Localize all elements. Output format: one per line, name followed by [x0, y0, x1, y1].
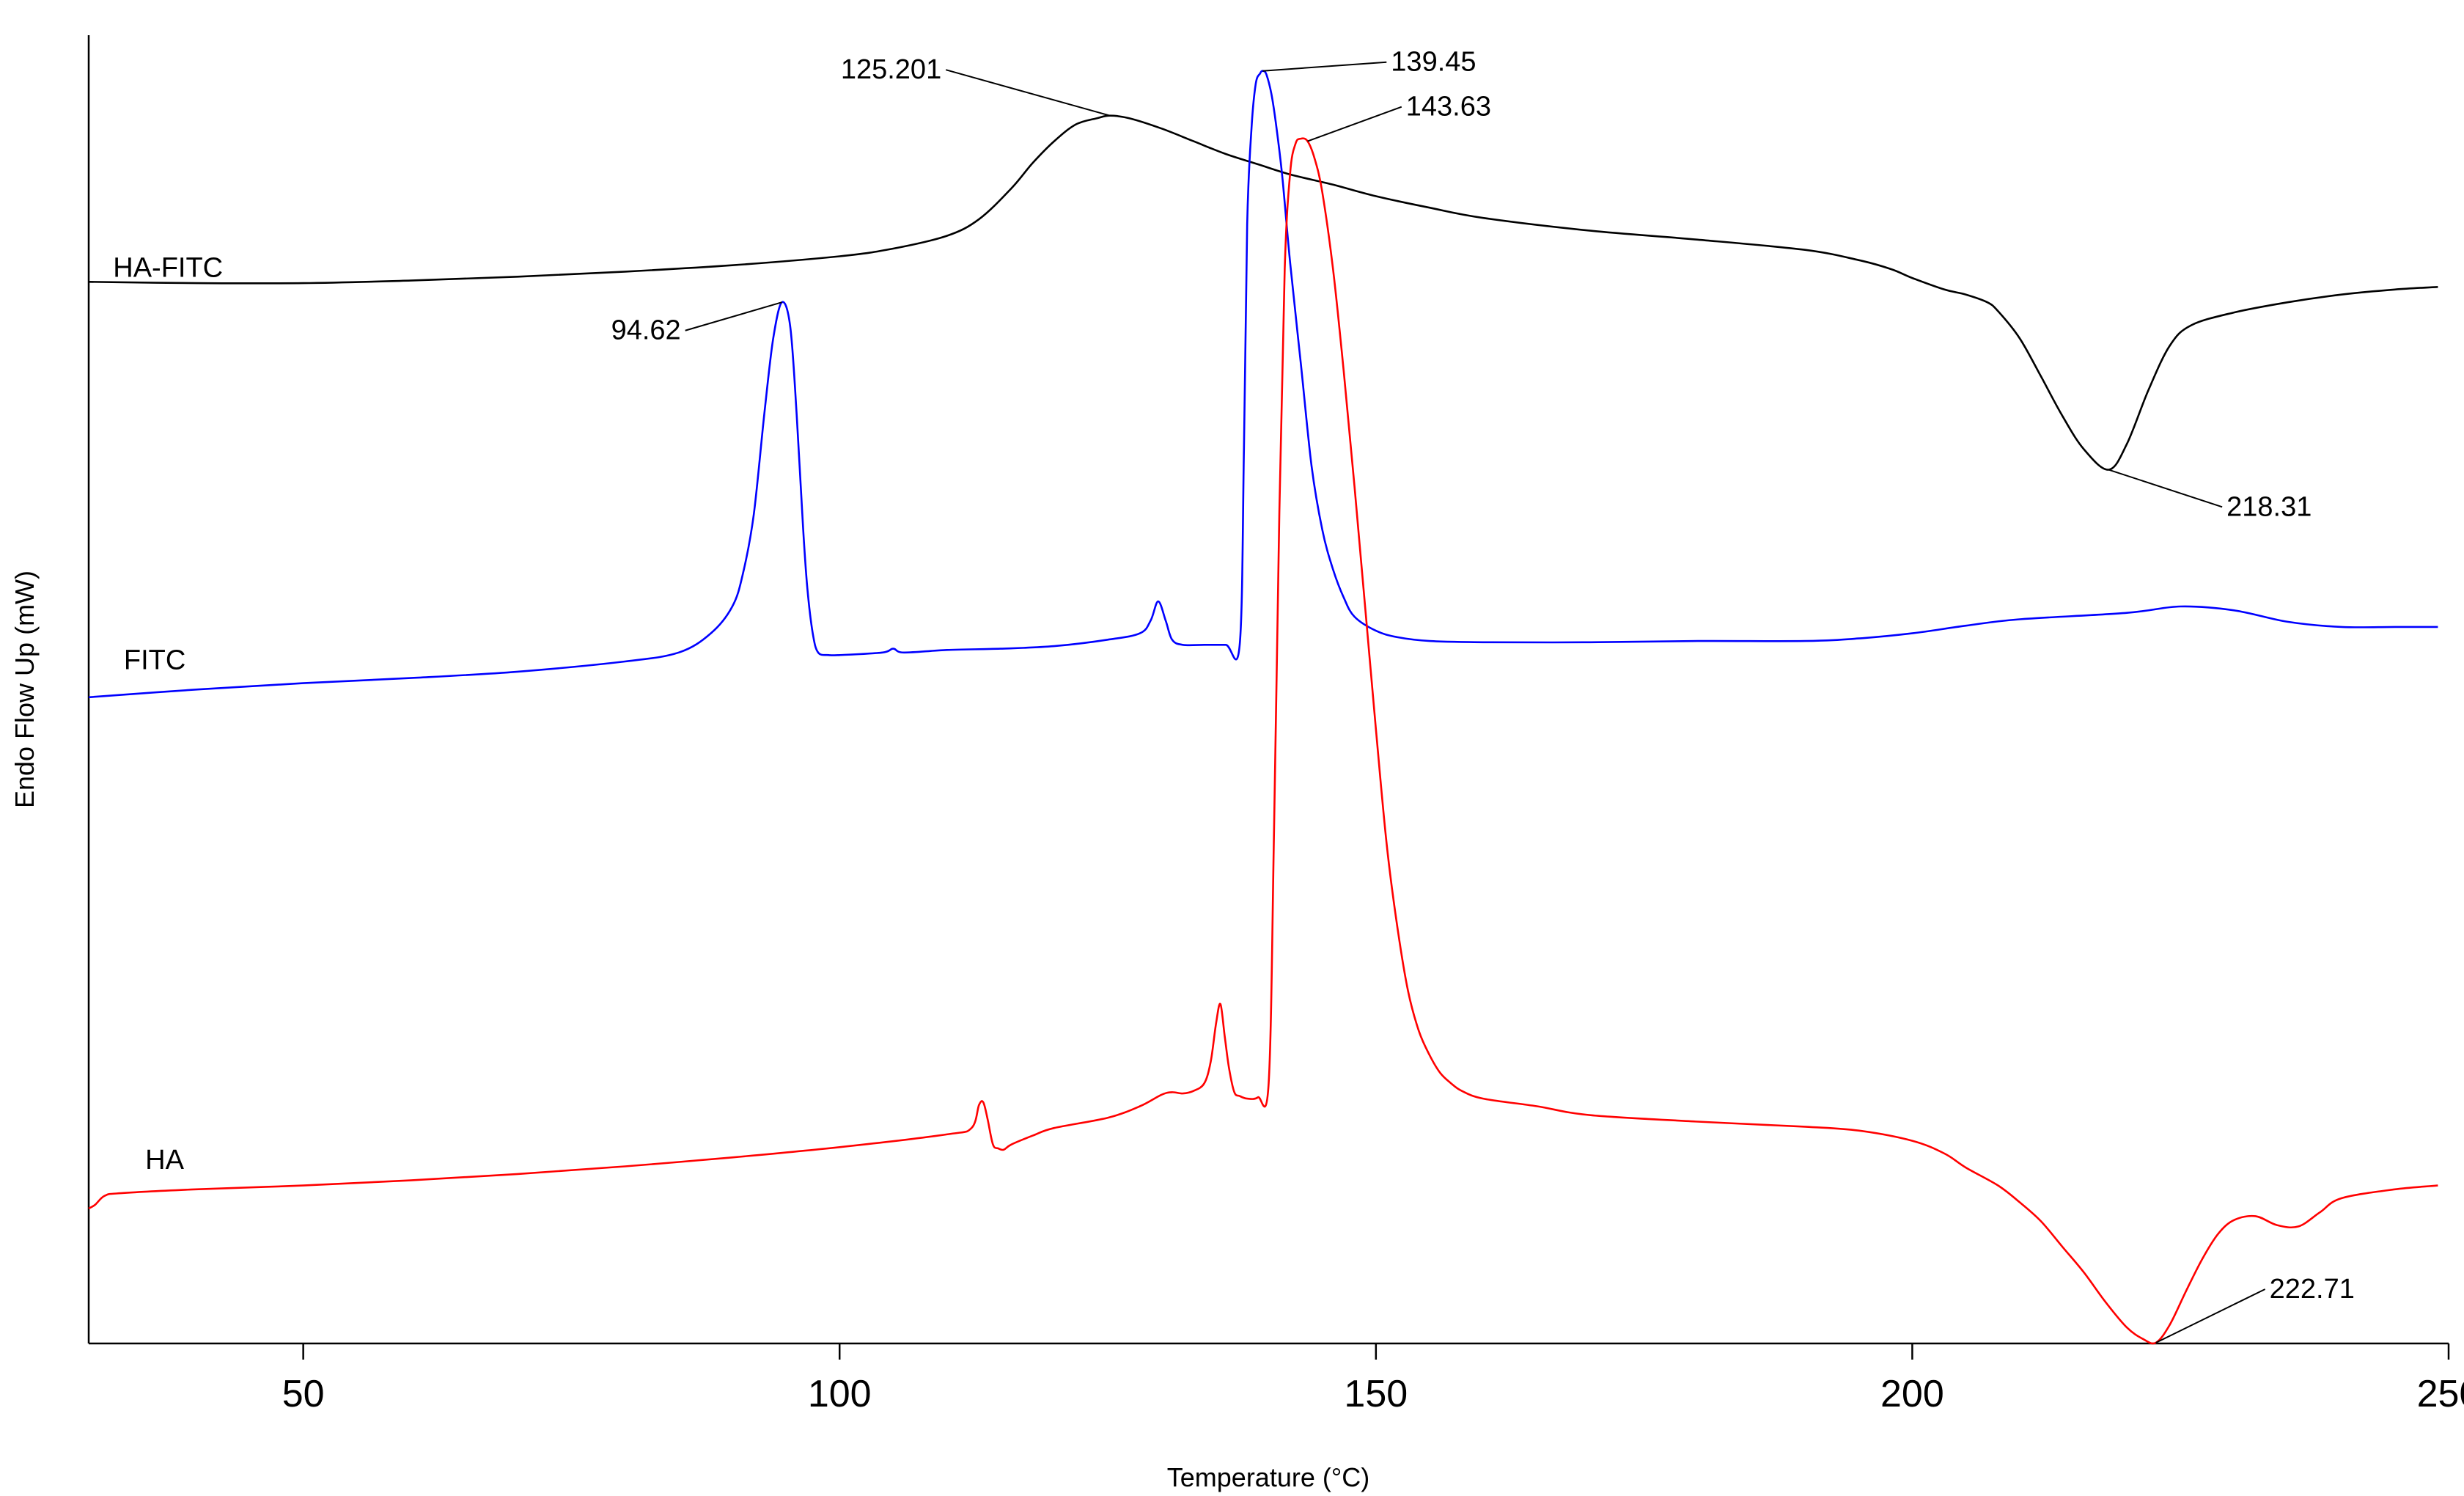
series-label-fitc: FITC — [124, 645, 185, 675]
series-layer — [88, 70, 2438, 1345]
x-tick-label-100: 100 — [808, 1373, 872, 1415]
peak-leader-222-71 — [2155, 1288, 2266, 1343]
series-label-ha-fitc: HA-FITC — [113, 252, 223, 283]
peak-leader-218-31 — [2108, 469, 2223, 508]
peak-leader-139-45 — [1262, 61, 1387, 72]
peak-annotations: 125.201 139.45 94.62 143.63 218.31 222.71 — [611, 47, 2355, 1343]
peak-label-94-62: 94.62 — [611, 315, 681, 346]
x-tick-label-250: 250 — [2417, 1373, 2464, 1415]
peak-label-139-45: 139.45 — [1391, 47, 1476, 78]
y-axis-title: Endo Flow Up (mW) — [10, 571, 40, 808]
x-axis-ticks: 50 100 150 200 250 — [282, 1343, 2464, 1415]
series-label-ha: HA — [145, 1145, 184, 1176]
peak-leader-125-201 — [945, 69, 1111, 117]
series-line-ha — [88, 137, 2438, 1345]
x-tick-label-150: 150 — [1344, 1373, 1408, 1415]
peak-label-125-201: 125.201 — [841, 54, 941, 85]
series-line-fitc — [88, 70, 2438, 699]
x-tick-label-200: 200 — [1880, 1373, 1944, 1415]
x-axis-title: Temperature (°C) — [1167, 1462, 1369, 1492]
peak-label-222-71: 222.71 — [2270, 1274, 2355, 1305]
x-tick-label-50: 50 — [282, 1373, 325, 1415]
series-line-ha-fitc — [88, 114, 2438, 471]
peak-label-218-31: 218.31 — [2226, 491, 2312, 522]
peak-leader-94-62 — [685, 301, 782, 331]
peak-label-143-63: 143.63 — [1406, 92, 1491, 122]
peak-leader-143-63 — [1307, 106, 1402, 142]
series-labels: HA-FITC FITC HA — [113, 252, 223, 1176]
